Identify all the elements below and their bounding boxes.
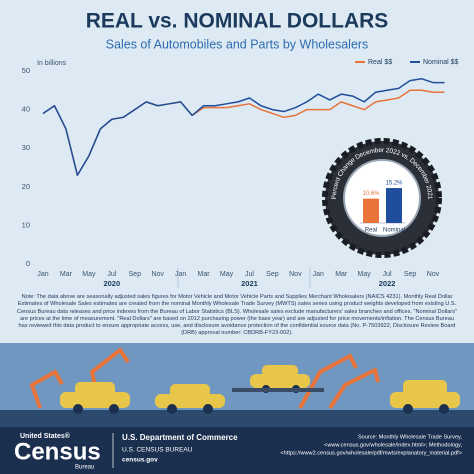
legend-label: Real $$ (368, 59, 392, 66)
lift (232, 388, 324, 392)
logo-main: Census (14, 438, 101, 465)
x-tick-label: Sep (129, 271, 142, 278)
x-tick-label: Mar (60, 271, 73, 278)
year-label: 2022 (379, 279, 396, 288)
y-tick-label: 30 (22, 143, 30, 152)
title: REAL vs. NOMINAL DOLLARS (86, 10, 389, 33)
x-tick-label: Jan (313, 271, 324, 278)
x-tick-label: Mar (335, 271, 348, 278)
x-tick-label: May (220, 271, 234, 278)
x-tick-label: May (358, 271, 372, 278)
x-tick-label: May (82, 271, 96, 278)
series-line (42, 77, 445, 176)
x-tick-label: Sep (404, 271, 417, 278)
website: census.gov (122, 457, 158, 464)
logo-bottom: Bureau (75, 465, 94, 471)
year-label: 2020 (103, 279, 120, 288)
bar-value-label: 10.6% (362, 191, 380, 197)
tire-rim (343, 159, 421, 237)
subtitle: Sales of Automobiles and Parts by Wholes… (106, 37, 369, 51)
wheels (73, 385, 449, 414)
x-tick-label: Jul (383, 271, 392, 278)
x-tick-label: Sep (266, 271, 279, 278)
x-tick-label: Jan (37, 271, 48, 278)
x-tick-label: Nov (289, 271, 302, 278)
cars (60, 365, 460, 408)
y-tick-label: 50 (22, 66, 30, 75)
x-tick-label: Mar (198, 271, 211, 278)
bar-category-label: Nominal (383, 228, 405, 234)
note: Note: The data above are seasonally adju… (17, 294, 457, 337)
x-tick-label: Jan (175, 271, 186, 278)
y-tick-label: 10 (22, 220, 30, 229)
bar-value-label: 15.2% (385, 181, 403, 187)
bar (386, 188, 402, 223)
x-tick-label: Nov (427, 271, 440, 278)
x-tick-label: Nov (151, 271, 164, 278)
x-tick-label: Jul (107, 271, 116, 278)
x-tick-label: Jul (245, 271, 254, 278)
y-tick-label: 40 (22, 105, 30, 114)
source: <www.census.gov/wholesale/index.html>; M… (324, 442, 462, 448)
y-tick-label: 20 (22, 182, 30, 191)
footer-bg (0, 427, 474, 474)
legend-label: Nominal $$ (423, 59, 459, 66)
y-tick-label: 0 (26, 259, 30, 268)
source: <https://www2.census.gov/wholesale/pdf/m… (280, 450, 462, 456)
bar-category-label: Real (365, 228, 377, 234)
department: U.S. Department of Commerce (122, 433, 238, 442)
floor (0, 410, 474, 427)
y-axis-label: In billions (37, 60, 67, 67)
year-label: 2021 (241, 279, 258, 288)
source: Source: Monthly Wholesale Trade Survey, (358, 434, 462, 440)
bar (363, 198, 379, 223)
agency: U.S. CENSUS BUREAU (122, 447, 193, 454)
logo-top: United States® (20, 432, 71, 440)
